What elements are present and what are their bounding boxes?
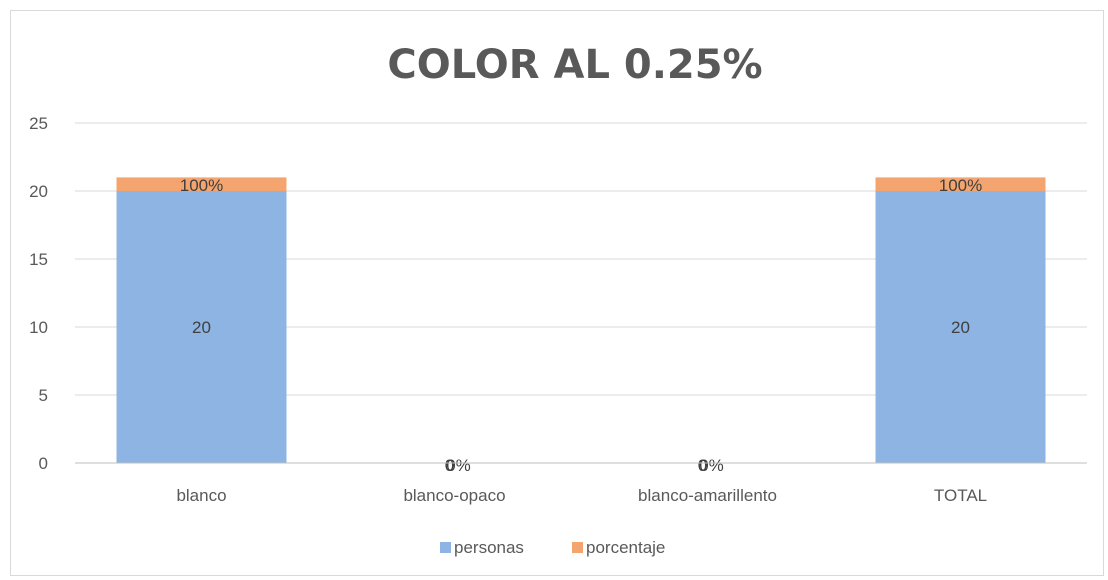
- x-tick-label: blanco: [176, 486, 226, 505]
- legend-label-personas: personas: [454, 538, 524, 557]
- y-tick-label: 0: [39, 454, 48, 473]
- y-tick-label: 10: [29, 318, 48, 337]
- y-tick-label: 20: [29, 182, 48, 201]
- bar-personas-TOTAL: [875, 191, 1046, 463]
- data-label-porcentaje-blanco: 100%: [180, 176, 223, 195]
- data-label-porcentaje-blanco-amarillento: 0%: [699, 456, 724, 475]
- legend-label-porcentaje: porcentaje: [586, 538, 665, 557]
- bar-porcentaje-blanco: [116, 177, 287, 191]
- chart-title: COLOR AL 0.25%: [387, 42, 762, 88]
- y-tick-label: 15: [29, 250, 48, 269]
- x-tick-label: blanco-opaco: [403, 486, 505, 505]
- data-label-porcentaje-blanco-opaco: 0%: [446, 456, 471, 475]
- data-label-personas-TOTAL: 20: [951, 318, 970, 337]
- legend-swatch-porcentaje: [572, 542, 583, 553]
- y-tick-label: 5: [39, 386, 48, 405]
- data-label-personas-blanco-opaco: 0: [445, 456, 454, 475]
- x-tick-label: TOTAL: [934, 486, 987, 505]
- y-tick-label: 25: [29, 114, 48, 133]
- legend: personas porcentaje: [440, 538, 665, 557]
- x-tick-label: blanco-amarillento: [638, 486, 777, 505]
- legend-swatch-personas: [440, 542, 451, 553]
- data-label-personas-blanco-amarillento: 0: [698, 456, 707, 475]
- data-label-porcentaje-TOTAL: 100%: [939, 176, 982, 195]
- bar-porcentaje-TOTAL: [875, 177, 1046, 191]
- data-label-personas-blanco: 20: [192, 318, 211, 337]
- axis-layer: 0 5 10 15 20 25 blanco blanco-opaco blanco-amari…: [29, 114, 1087, 505]
- bar-layer: [116, 177, 1046, 463]
- bar-personas-blanco: [116, 191, 287, 463]
